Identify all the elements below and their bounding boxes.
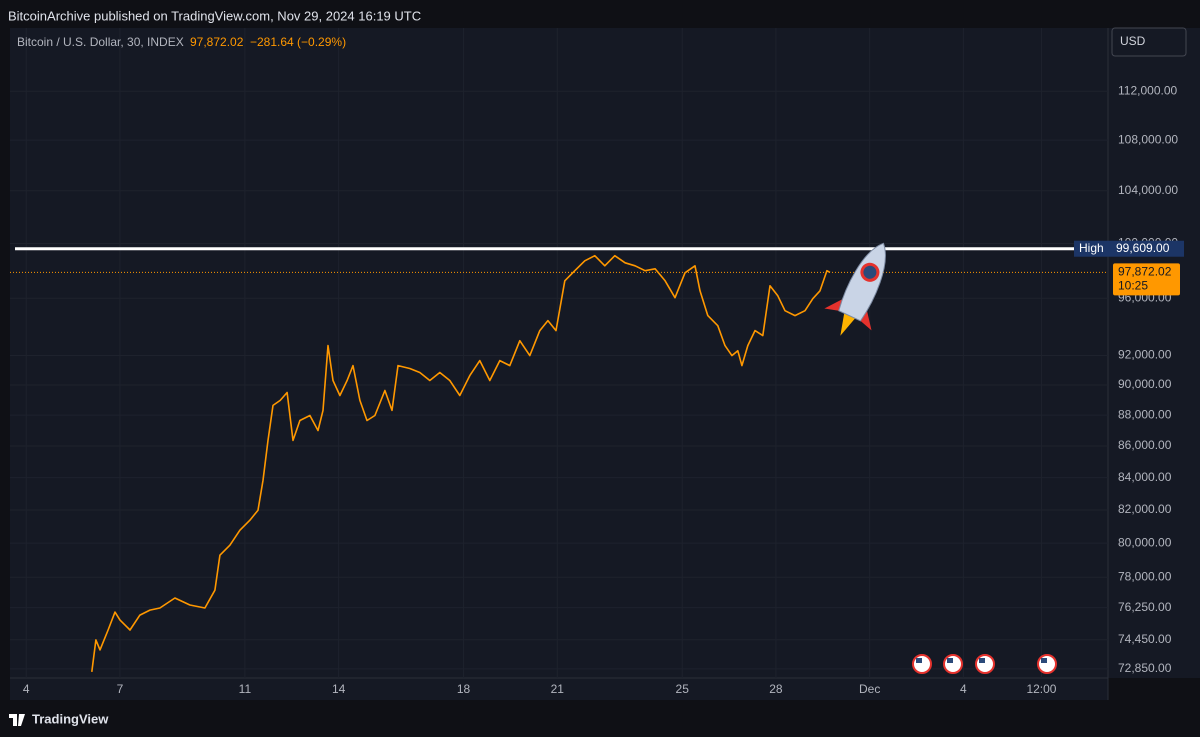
x-tick-label: 11 <box>239 682 252 696</box>
y-tick-label: 72,850.00 <box>1118 661 1172 675</box>
x-tick-label: 7 <box>117 682 124 696</box>
y-tick-label: 80,000.00 <box>1118 535 1172 549</box>
y-tick-label: 88,000.00 <box>1118 407 1172 421</box>
last-label-box <box>1113 263 1180 296</box>
x-tick-label: 25 <box>676 682 690 696</box>
header: BitcoinArchive published on TradingView.… <box>8 8 421 23</box>
high-label-box <box>1074 240 1184 257</box>
x-tick-label: 28 <box>769 682 783 696</box>
y-tick-label: 74,450.00 <box>1118 632 1172 646</box>
x-tick-label: Dec <box>859 682 880 696</box>
ticks: 72,850.00 74,450.00 76,250.00 78,000.00 80,0… <box>23 83 1178 696</box>
price-change: −281.64 (−0.29%) <box>250 35 346 49</box>
x-tick-label: 12:00 <box>1026 682 1056 696</box>
grid <box>10 28 1108 678</box>
y-tick-label: 90,000.00 <box>1118 377 1172 391</box>
footer: TradingView <box>32 711 109 726</box>
y-tick-label: 104,000.00 <box>1118 183 1178 197</box>
time-axis <box>10 678 1108 700</box>
x-tick-label: 4 <box>23 682 30 696</box>
x-tick-label: 4 <box>960 682 967 696</box>
y-tick-label: 108,000.00 <box>1118 132 1178 146</box>
y-tick-label: 84,000.00 <box>1118 470 1172 484</box>
high-label: High <box>1079 241 1104 255</box>
y-tick-label: 78,000.00 <box>1118 569 1172 583</box>
x-tick-label: 14 <box>332 682 346 696</box>
currency-box[interactable] <box>1111 27 1187 57</box>
y-tick-label: 82,000.00 <box>1118 502 1172 516</box>
price-line <box>91 254 831 673</box>
y-tick-label: 76,250.00 <box>1118 600 1172 614</box>
x-tick-label: 18 <box>457 682 471 696</box>
last-value: 97,872.02 <box>1118 265 1172 279</box>
footer-logo <box>9 714 25 726</box>
price-axis <box>1108 28 1200 678</box>
y-tick-label: 92,000.00 <box>1118 348 1172 362</box>
last-price: 97,872.02 <box>190 35 244 49</box>
y-tick-label: 112,000.00 <box>1118 83 1177 97</box>
y-tick-label: 86,000.00 <box>1118 438 1172 452</box>
currency[interactable]: USD <box>1120 34 1146 48</box>
event-flags <box>912 654 1057 674</box>
chart-title: Bitcoin / U.S. Dollar, 30, INDEX <box>17 35 184 49</box>
x-tick-label: 21 <box>551 682 565 696</box>
plot-area <box>10 28 1108 678</box>
countdown: 10:25 <box>1118 279 1148 293</box>
high-value: 99,609.00 <box>1116 241 1170 255</box>
rocket-icon <box>824 242 886 336</box>
